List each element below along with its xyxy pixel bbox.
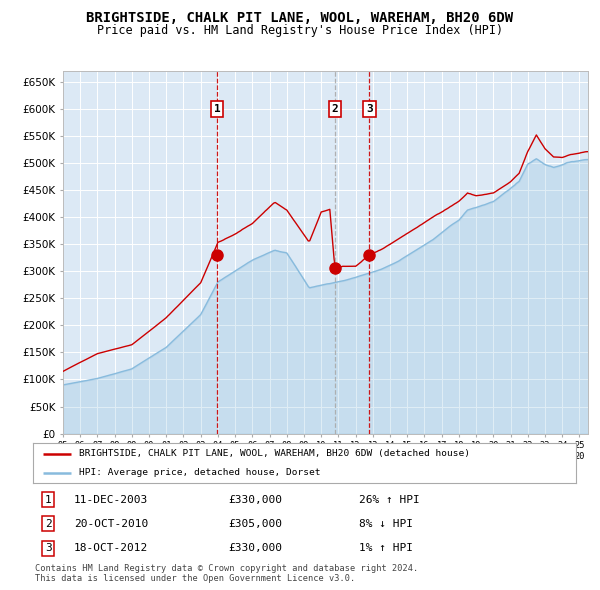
- Text: 18-OCT-2012: 18-OCT-2012: [74, 543, 148, 553]
- Text: 2: 2: [332, 104, 338, 114]
- Text: 26% ↑ HPI: 26% ↑ HPI: [359, 495, 419, 505]
- Text: BRIGHTSIDE, CHALK PIT LANE, WOOL, WAREHAM, BH20 6DW: BRIGHTSIDE, CHALK PIT LANE, WOOL, WAREHA…: [86, 11, 514, 25]
- Text: £305,000: £305,000: [229, 519, 283, 529]
- Text: 2: 2: [45, 519, 52, 529]
- Text: 3: 3: [45, 543, 52, 553]
- Text: HPI: Average price, detached house, Dorset: HPI: Average price, detached house, Dors…: [79, 468, 320, 477]
- Text: 8% ↓ HPI: 8% ↓ HPI: [359, 519, 413, 529]
- Text: 1: 1: [214, 104, 220, 114]
- Text: 3: 3: [366, 104, 373, 114]
- Text: 1: 1: [45, 495, 52, 505]
- Text: £330,000: £330,000: [229, 543, 283, 553]
- Text: 11-DEC-2003: 11-DEC-2003: [74, 495, 148, 505]
- Text: £330,000: £330,000: [229, 495, 283, 505]
- Text: BRIGHTSIDE, CHALK PIT LANE, WOOL, WAREHAM, BH20 6DW (detached house): BRIGHTSIDE, CHALK PIT LANE, WOOL, WAREHA…: [79, 449, 470, 458]
- Text: 20-OCT-2010: 20-OCT-2010: [74, 519, 148, 529]
- Text: Contains HM Land Registry data © Crown copyright and database right 2024.
This d: Contains HM Land Registry data © Crown c…: [35, 564, 418, 584]
- Text: Price paid vs. HM Land Registry's House Price Index (HPI): Price paid vs. HM Land Registry's House …: [97, 24, 503, 37]
- Text: 1% ↑ HPI: 1% ↑ HPI: [359, 543, 413, 553]
